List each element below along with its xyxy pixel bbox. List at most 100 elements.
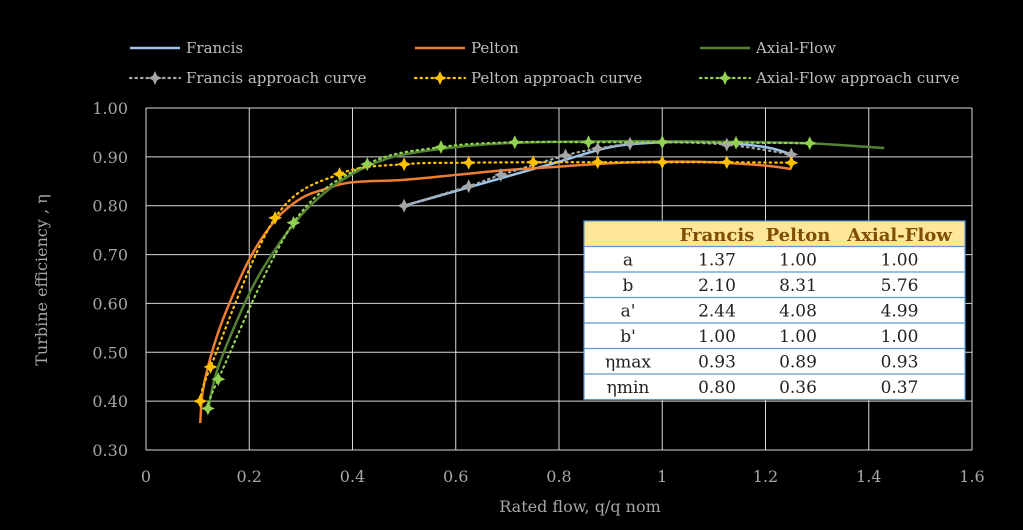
x-tick-label: 1.6 xyxy=(959,467,984,486)
table-cell: ηmax xyxy=(605,352,651,372)
table-header-cell: Axial-Flow xyxy=(846,225,952,246)
data-point xyxy=(590,155,605,170)
y-axis-label: Turbine efficiency , η xyxy=(32,194,51,366)
tick-labels: 0 0.2 0.4 0.6 0.8 1 1.2 1.4 1.6 0.30 0.40 0.50 0.60 0… xyxy=(92,99,984,486)
data-point xyxy=(784,155,799,170)
table-cell: 0.80 xyxy=(698,378,736,398)
table-header-background xyxy=(584,221,965,247)
series-line xyxy=(199,161,793,403)
table-cell: 0.89 xyxy=(779,352,817,372)
table-header-cell: Pelton xyxy=(766,225,831,246)
legend-item: Pelton xyxy=(415,39,519,57)
data-point xyxy=(507,135,522,150)
data-point xyxy=(461,179,476,194)
y-tick-label: 0.90 xyxy=(92,148,128,167)
y-tick-label: 0.40 xyxy=(92,392,128,411)
y-tick-label: 0.70 xyxy=(92,246,128,265)
x-tick-label: 1 xyxy=(657,467,667,486)
table-cell: 5.76 xyxy=(881,276,919,296)
data-point xyxy=(397,198,412,213)
data-point xyxy=(526,155,541,170)
x-tick-label: 0.2 xyxy=(237,467,262,486)
table-cell: 0.36 xyxy=(779,378,817,398)
data-point xyxy=(433,71,447,85)
y-tick-label: 0.80 xyxy=(92,197,128,216)
data-point xyxy=(719,137,734,152)
legend-item: Axial-Flow approach curve xyxy=(698,69,960,87)
data-point xyxy=(148,71,162,85)
data-point xyxy=(397,157,412,172)
table-border xyxy=(583,220,966,401)
legend-label: Pelton approach curve xyxy=(471,69,642,87)
legend-item: Francis approach curve xyxy=(128,69,367,87)
table-cell: 1.00 xyxy=(779,250,817,270)
table-cell: 0.37 xyxy=(881,378,919,398)
data-point xyxy=(623,136,637,151)
x-tick-label: 0 xyxy=(141,467,151,486)
series-line xyxy=(403,141,793,207)
table-cell: 8.31 xyxy=(779,276,817,296)
series-pelton-approach-curve xyxy=(193,155,799,409)
data-point xyxy=(193,394,208,409)
table-background xyxy=(584,221,965,400)
data-point xyxy=(332,167,347,181)
legend-item: Francis xyxy=(130,39,243,57)
legend-label: Axial-Flow xyxy=(755,39,836,57)
data-point xyxy=(802,136,817,151)
table-cell: 0.93 xyxy=(698,352,736,372)
legend: Francis Pelton Axial-Flow Francis approach … xyxy=(128,39,960,87)
series-axial-flow xyxy=(206,139,885,412)
legend-item: Pelton approach curve xyxy=(413,69,642,87)
y-tick-label: 1.00 xyxy=(92,99,128,118)
series-line xyxy=(206,139,885,412)
table-cell: 0.93 xyxy=(881,352,919,372)
data-point xyxy=(203,359,218,374)
data-point xyxy=(434,140,448,155)
legend-label: Francis approach curve xyxy=(186,69,367,87)
table-cell: 2.10 xyxy=(698,276,736,296)
x-axis-label: Rated flow, q/q nom xyxy=(499,497,661,516)
table-cell: ηmin xyxy=(607,378,650,398)
table-cell: 2.44 xyxy=(698,301,736,321)
table-header-cell: Francis xyxy=(680,225,755,246)
stats-table: Francis Pelton Axial-Flow a 1.37 1.00 1.00 b 2.1… xyxy=(583,220,966,401)
table-cell: 4.99 xyxy=(881,301,919,321)
data-point xyxy=(655,155,670,170)
series-layer xyxy=(193,135,885,424)
legend-label: Pelton xyxy=(471,39,519,57)
legend-item: Axial-Flow xyxy=(700,39,836,57)
legend-label: Francis xyxy=(186,39,243,57)
data-point xyxy=(200,401,215,416)
table-cell: a' xyxy=(621,301,636,321)
data-point xyxy=(211,372,226,387)
series-axial-flow-approach-curve xyxy=(200,135,817,416)
x-tick-label: 1.2 xyxy=(753,467,778,486)
y-tick-label: 0.50 xyxy=(92,343,128,362)
table-cell: 1.00 xyxy=(881,250,919,270)
data-point xyxy=(360,157,375,172)
y-tick-label: 0.60 xyxy=(92,294,128,313)
data-point xyxy=(461,155,476,170)
data-point xyxy=(655,135,670,150)
legend-label: Axial-Flow approach curve xyxy=(755,69,960,87)
table-cell: 1.00 xyxy=(881,327,919,347)
data-point xyxy=(581,135,596,150)
table-cell: b xyxy=(623,276,634,296)
data-point xyxy=(719,155,734,170)
data-point xyxy=(493,167,508,182)
y-tick-label: 0.30 xyxy=(92,441,128,460)
table-cell: 4.08 xyxy=(779,301,817,321)
data-point xyxy=(286,215,301,230)
x-tick-label: 0.8 xyxy=(546,467,571,486)
table-cell: 1.00 xyxy=(698,327,736,347)
series-line xyxy=(206,140,811,410)
table-cell: a xyxy=(623,250,633,270)
table-cell: 1.00 xyxy=(779,327,817,347)
data-point xyxy=(590,141,605,156)
x-tick-label: 0.6 xyxy=(443,467,468,486)
data-point xyxy=(718,71,732,85)
x-tick-label: 0.4 xyxy=(340,467,365,486)
data-point xyxy=(268,210,283,225)
data-point xyxy=(729,135,743,150)
